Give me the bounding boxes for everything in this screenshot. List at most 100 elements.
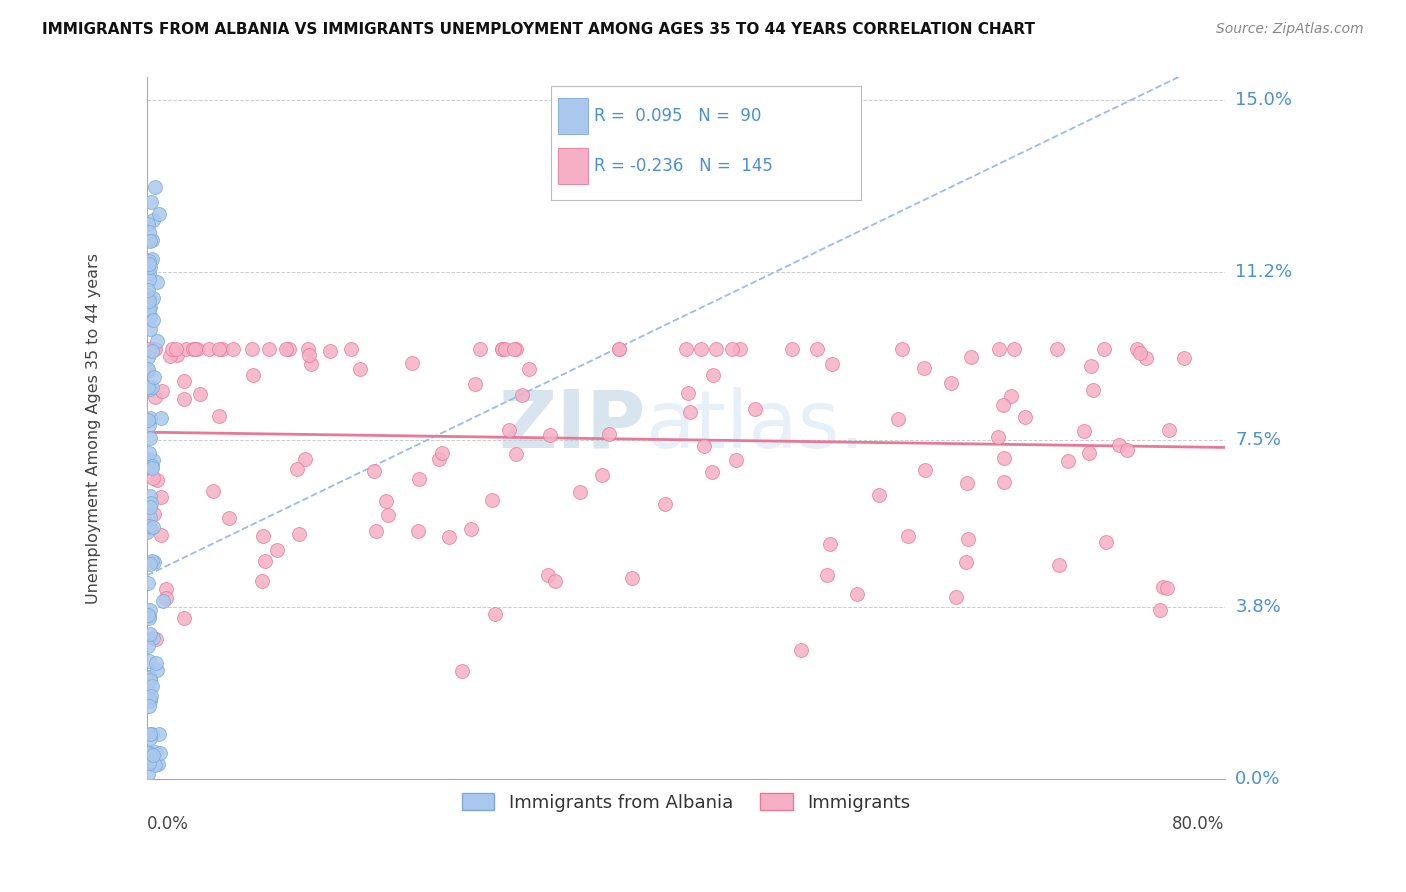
Point bbox=[139, 557, 162, 571]
Point bbox=[149, 746, 172, 760]
Point bbox=[139, 301, 162, 315]
Point bbox=[654, 497, 676, 511]
Point bbox=[165, 342, 187, 356]
Point bbox=[138, 670, 160, 684]
Point bbox=[956, 532, 979, 546]
Text: Unemployment Among Ages 35 to 44 years: Unemployment Among Ages 35 to 44 years bbox=[86, 252, 101, 604]
Point bbox=[148, 727, 170, 741]
Point bbox=[190, 387, 212, 401]
Point bbox=[945, 591, 967, 605]
Point bbox=[510, 388, 533, 402]
Point bbox=[136, 217, 159, 231]
Point bbox=[299, 357, 322, 371]
Point bbox=[1092, 342, 1115, 356]
Point bbox=[1000, 389, 1022, 403]
Point bbox=[780, 342, 803, 356]
Point bbox=[146, 473, 169, 487]
Point bbox=[149, 411, 172, 425]
Point bbox=[598, 426, 620, 441]
Point bbox=[484, 607, 506, 621]
Point bbox=[138, 225, 160, 239]
Point bbox=[139, 731, 162, 746]
Point bbox=[138, 609, 160, 624]
Point bbox=[363, 464, 385, 478]
Point bbox=[491, 342, 513, 356]
Point bbox=[1108, 438, 1130, 452]
Point bbox=[143, 745, 166, 759]
Point bbox=[173, 374, 195, 388]
Point bbox=[298, 347, 321, 361]
Point bbox=[959, 350, 981, 364]
Point bbox=[464, 376, 486, 391]
Point bbox=[138, 272, 160, 286]
Point bbox=[139, 691, 162, 706]
Point bbox=[145, 390, 167, 404]
Point bbox=[429, 452, 451, 467]
Point bbox=[139, 382, 162, 396]
Point bbox=[138, 294, 160, 309]
Point bbox=[591, 467, 613, 482]
Point bbox=[138, 684, 160, 698]
Text: 80.0%: 80.0% bbox=[1173, 815, 1225, 833]
Point bbox=[1129, 346, 1152, 360]
Point bbox=[143, 507, 166, 521]
Bar bbox=[558, 147, 588, 184]
Text: 7.5%: 7.5% bbox=[1236, 431, 1281, 449]
Point bbox=[145, 342, 167, 356]
Point bbox=[136, 524, 159, 539]
Point bbox=[886, 412, 908, 426]
Point bbox=[139, 431, 162, 445]
Point bbox=[139, 194, 162, 209]
Point bbox=[401, 356, 423, 370]
Point bbox=[1152, 580, 1174, 594]
Point bbox=[143, 342, 166, 356]
Point bbox=[139, 603, 162, 617]
Point bbox=[470, 342, 492, 356]
Point bbox=[505, 447, 527, 461]
Point bbox=[138, 301, 160, 316]
Point bbox=[146, 334, 169, 348]
Point bbox=[460, 522, 482, 536]
Point bbox=[1073, 424, 1095, 438]
Point bbox=[138, 234, 160, 248]
Point bbox=[285, 461, 308, 475]
Point bbox=[690, 342, 713, 356]
Point bbox=[138, 254, 160, 268]
Point bbox=[146, 663, 169, 677]
Point bbox=[744, 402, 766, 417]
Point bbox=[820, 536, 842, 550]
Point bbox=[1081, 383, 1104, 397]
Point bbox=[139, 260, 162, 274]
Point bbox=[544, 574, 567, 589]
Point bbox=[1056, 453, 1078, 467]
Point bbox=[1080, 359, 1102, 373]
Legend: Immigrants from Albania, Immigrants: Immigrants from Albania, Immigrants bbox=[454, 786, 917, 819]
Point bbox=[139, 489, 162, 503]
Bar bbox=[558, 98, 588, 134]
Point bbox=[1046, 342, 1069, 356]
Point bbox=[218, 511, 240, 525]
Point bbox=[294, 452, 316, 467]
Point bbox=[724, 453, 747, 467]
Point bbox=[277, 342, 299, 356]
Point bbox=[675, 342, 697, 356]
Point bbox=[142, 471, 165, 485]
Point bbox=[679, 405, 702, 419]
Point bbox=[702, 368, 724, 382]
Point bbox=[141, 554, 163, 568]
Point bbox=[955, 555, 977, 569]
Point bbox=[242, 368, 264, 383]
Point bbox=[136, 283, 159, 297]
Point bbox=[991, 398, 1014, 412]
Point bbox=[914, 463, 936, 477]
Point bbox=[222, 342, 245, 356]
Point bbox=[159, 349, 181, 363]
Point bbox=[721, 342, 744, 356]
Point bbox=[139, 689, 162, 703]
Point bbox=[1002, 342, 1025, 356]
Point bbox=[148, 207, 170, 221]
Text: atlas.: atlas. bbox=[645, 387, 866, 465]
Point bbox=[609, 342, 631, 356]
Point bbox=[186, 342, 208, 356]
Point bbox=[138, 446, 160, 460]
